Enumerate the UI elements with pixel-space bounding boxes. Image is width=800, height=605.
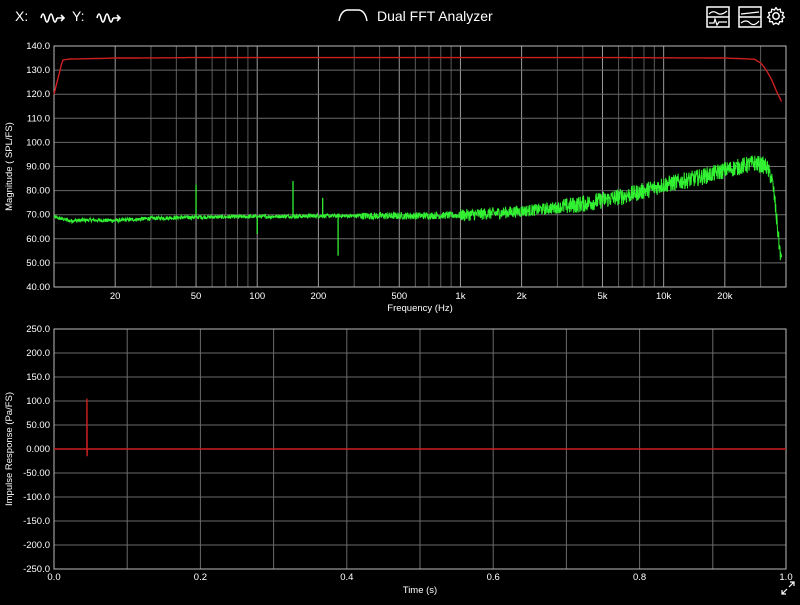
y-tick-label: 100.0 [26,137,50,148]
magnitude-chart[interactable]: 140.0 130.0 120.0 110.0 100.0 90.00 80.00 70.00… [0,0,800,320]
x-axis-label: Frequency (Hz) [387,303,452,314]
y-tick-label: 200.0 [26,348,50,359]
x-tick-label: 0.6 [487,572,500,583]
x-tick-label: 200 [310,291,326,302]
y-tick-label: 0.000 [26,444,50,455]
y-tick-label: 110.0 [27,113,50,124]
app-title: Dual FFT Analyzer [377,8,493,24]
y-tick-label: -50.00 [23,468,50,479]
waveform-arrow-icon[interactable] [40,6,66,31]
y-axis-label: Magnitude ( SPL/FS) [4,122,15,211]
x-tick-label: 50 [191,291,202,302]
x-source-label: X: [15,8,29,24]
y-tick-label: 90.00 [26,162,50,173]
curve-icon [338,7,368,28]
y-source-label: Y: [72,8,85,24]
x-tick-label: 2k [517,291,527,302]
panel-view-icon[interactable] [738,6,762,33]
y-tick-label: -250.0 [23,564,50,575]
y-tick-label: 120.0 [26,89,50,100]
x-tick-label: 0.4 [340,572,353,583]
series-line-red [54,398,786,457]
y-tick-label: 50.00 [26,258,50,269]
x-tick-label: 0.2 [194,572,207,583]
gear-icon[interactable] [766,6,786,31]
x-tick-label: 0.0 [47,572,60,583]
x-tick-label: 500 [391,291,407,302]
magnitude-chart-panel: 140.0 130.0 120.0 110.0 100.0 90.00 80.00 70.00… [0,0,800,320]
x-tick-label: 100 [249,291,265,302]
impulse-chart[interactable]: 250.0 200.0 150.0 100.0 50.00 0.000 -50.00 -100… [0,320,800,600]
y-tick-label: -100.0 [23,492,50,503]
impulse-chart-panel: 250.0 200.0 150.0 100.0 50.00 0.000 -50.00 -100… [0,320,800,600]
x-tick-label: 1k [455,291,465,302]
x-tick-label: 1.0 [779,572,792,583]
y-tick-label: -200.0 [23,540,50,551]
y-tick-label: 70.00 [26,210,50,221]
series-line-green [53,155,782,261]
y-tick-label: 60.00 [26,234,50,245]
top-toolbar: X: Y: Dual FFT Analyzer [0,0,800,36]
x-tick-label: 20k [717,291,733,302]
y-tick-label: 80.00 [26,186,50,197]
y-tick-label: 130.0 [26,65,50,76]
y-axis-label: Impulse Response (Pa/FS) [4,392,15,506]
plot-frame [53,45,787,288]
x-tick-label: 10k [656,291,672,302]
series-line-red [53,56,783,102]
y-tick-label: 40.00 [26,282,50,293]
waveform-arrow-icon[interactable] [96,6,122,31]
expand-arrows-icon[interactable] [780,580,796,601]
y-tick-label: 150.0 [26,372,50,383]
x-tick-label: 0.8 [633,572,646,583]
y-tick-label: 250.0 [26,324,50,335]
x-tick-label: 20 [110,291,121,302]
x-axis-label: Time (s) [403,585,437,596]
y-tick-label: 50.00 [26,420,50,431]
y-tick-label: 100.0 [26,396,50,407]
x-tick-label: 5k [597,291,607,302]
y-tick-label: -150.0 [23,516,50,527]
panel-view-icon[interactable] [706,6,730,33]
y-tick-label: 140.0 [26,41,50,52]
